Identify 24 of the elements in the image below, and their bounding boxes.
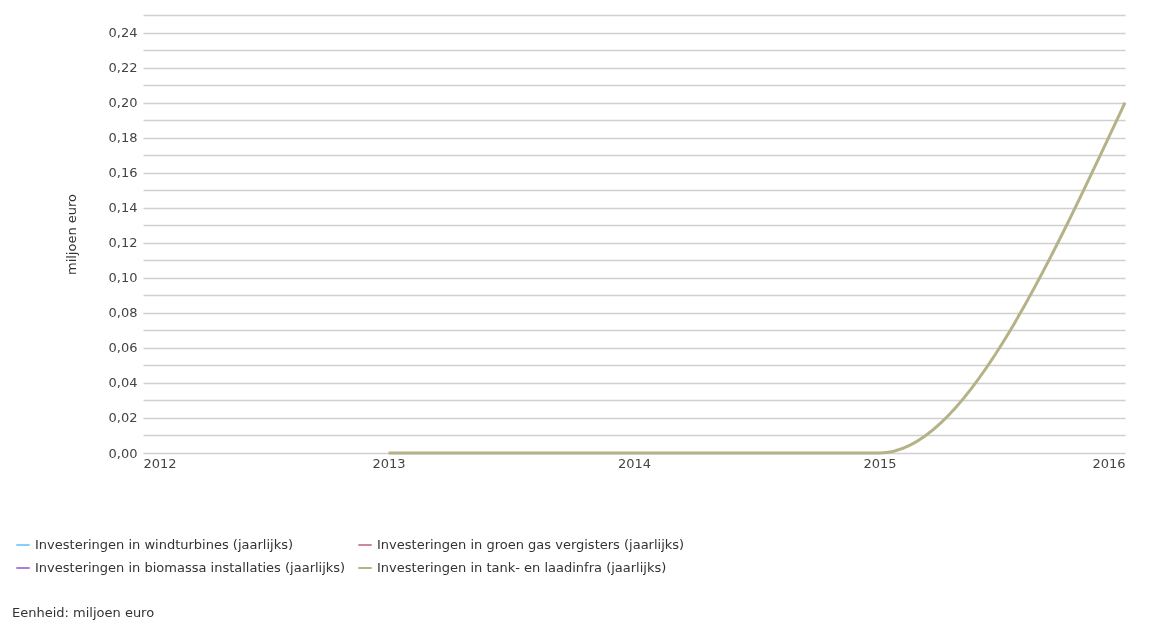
y-axis-title: miljoen euro xyxy=(63,193,79,276)
legend-label: Investeringen in biomassa installaties (jaarlijks) xyxy=(35,560,346,575)
y-tick-label: 0,08 xyxy=(108,305,138,321)
x-tick-label: 2013 xyxy=(372,455,406,471)
y-tick-label: 0,00 xyxy=(108,445,138,461)
legend-label: Investeringen in tank- en laadinfra (jaarlijks) xyxy=(377,560,667,575)
x-tick-label: 2012 xyxy=(143,455,177,471)
x-tick-label: 2014 xyxy=(617,455,652,471)
x-tick-label: 2016 xyxy=(1092,455,1126,471)
legend-label: Investeringen in windturbines (jaarlijks) xyxy=(35,537,294,552)
y-tick-label: 0,16 xyxy=(108,165,138,181)
text: Eenheid: miljoen euro xyxy=(12,605,155,620)
y-tick-label: 0,24 xyxy=(108,25,138,41)
y-tick-label: 0,12 xyxy=(108,235,138,251)
y-tick-label: 0,02 xyxy=(108,410,138,426)
y-tick-label: 0,20 xyxy=(108,95,138,111)
y-tick-label: 0,18 xyxy=(108,130,138,146)
y-tick-label: 0,04 xyxy=(108,375,138,391)
y-tick-label: 0,06 xyxy=(108,340,138,356)
y-tick-label: 0,22 xyxy=(108,60,138,76)
y-tick-label: 0,10 xyxy=(108,270,138,286)
y-tick-label: 0,14 xyxy=(108,200,138,216)
legend-label: Investeringen in groen gas vergisters (jaarlijks) xyxy=(377,537,685,552)
x-tick-label: 2015 xyxy=(863,455,897,471)
